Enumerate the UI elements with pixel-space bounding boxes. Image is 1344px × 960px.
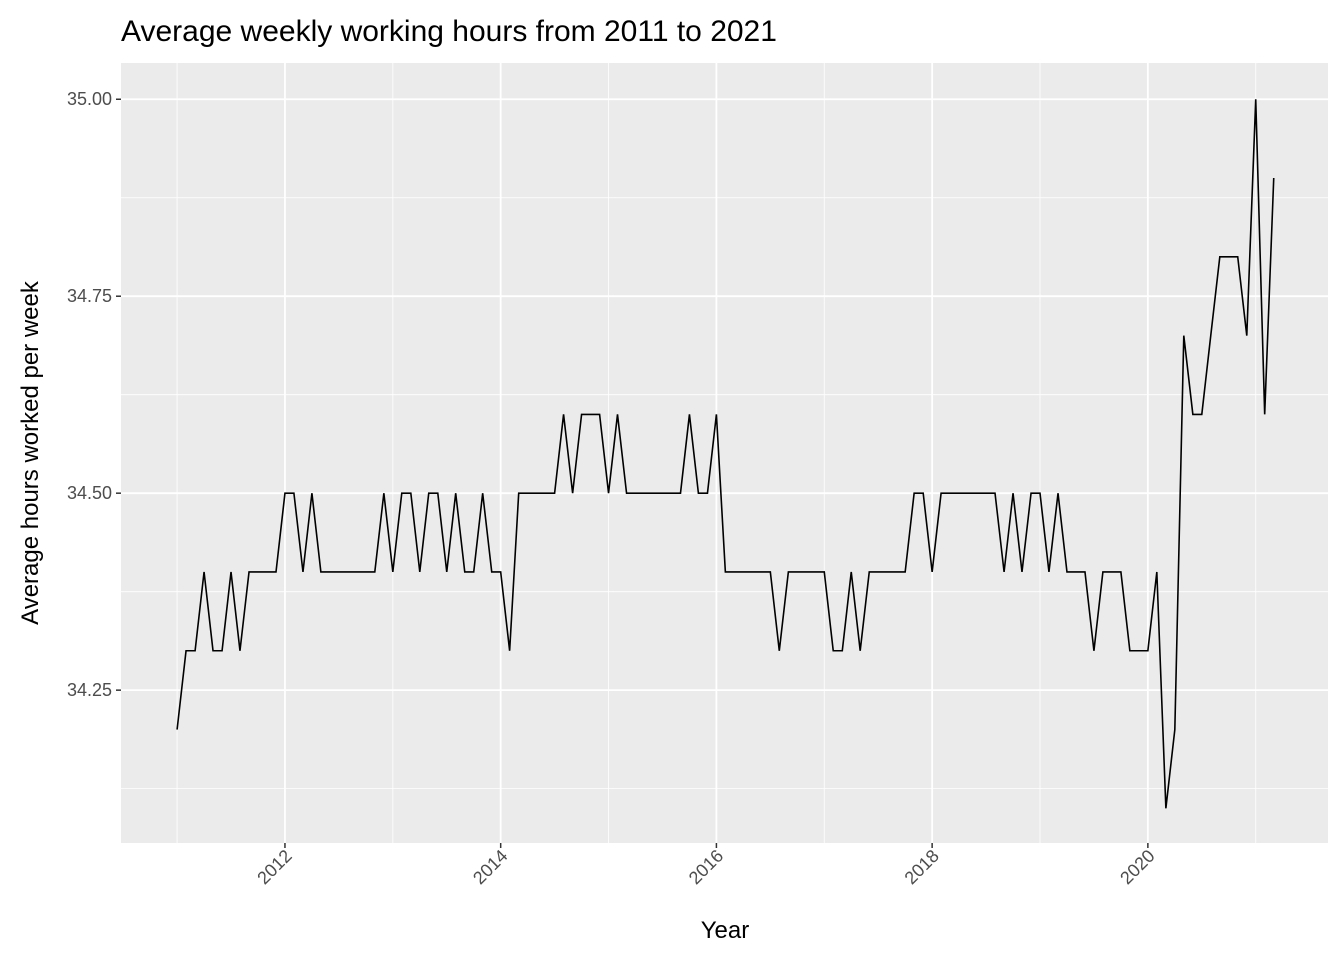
x-tick-label: 2014 [469,846,511,888]
y-axis-title: Average hours worked per week [17,280,44,625]
x-tick-label: 2016 [685,846,727,888]
chart-title: Average weekly working hours from 2011 t… [121,15,777,48]
data-line [176,99,1275,809]
x-tick-label: 2020 [1116,846,1158,888]
y-tick-label: 35.00 [67,89,112,109]
x-axis-title: Year [701,917,750,944]
y-tick-label: 34.25 [67,680,112,700]
x-tick-label: 2012 [253,846,295,888]
plot-panel [121,63,1328,843]
y-tick-label: 34.50 [67,483,112,503]
y-tick-label: 34.75 [67,286,112,306]
x-tick-label: 2018 [901,846,943,888]
